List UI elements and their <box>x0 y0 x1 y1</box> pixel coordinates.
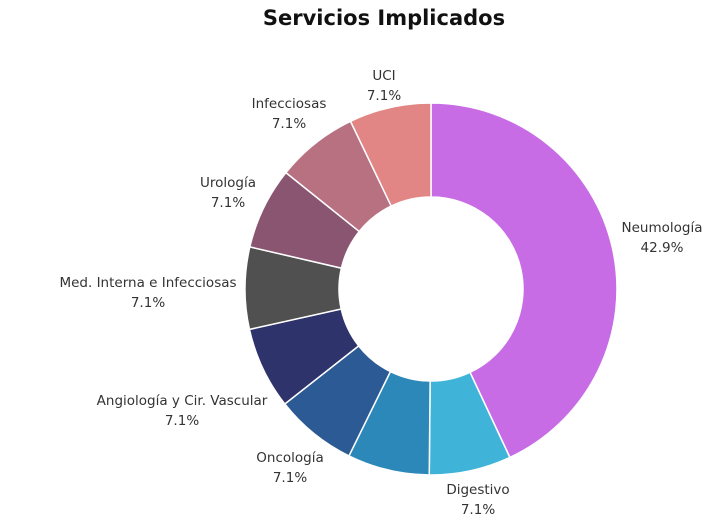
value-label-digestivo: 7.1% <box>461 502 495 518</box>
label-uci: UCI <box>372 68 395 84</box>
slice-neumologia[interactable] <box>430 102 618 459</box>
value-label-med-interna-e-infecciosas: 7.1% <box>131 295 165 311</box>
label-urologia: Urología <box>200 175 256 191</box>
value-label-infecciosas: 7.1% <box>272 116 306 132</box>
label-digestivo: Digestivo <box>446 482 509 498</box>
value-label-uci: 7.1% <box>367 88 401 104</box>
value-label-neumologia: 42.9% <box>641 240 684 256</box>
label-angiologia-y-cir-vascular: Angiología y Cir. Vascular <box>97 393 268 409</box>
label-med-interna-e-infecciosas: Med. Interna e Infecciosas <box>59 275 236 291</box>
chart-title: Servicios Implicados <box>262 6 506 30</box>
label-infecciosas: Infecciosas <box>252 96 327 112</box>
label-oncologia: Oncología <box>256 450 323 466</box>
value-label-urologia: 7.1% <box>211 195 245 211</box>
label-neumologia: Neumología <box>622 220 703 236</box>
value-label-angiologia-y-cir-vascular: 7.1% <box>165 413 199 429</box>
slice-extra[interactable] <box>349 102 432 208</box>
value-label-oncologia: 7.1% <box>273 470 307 486</box>
